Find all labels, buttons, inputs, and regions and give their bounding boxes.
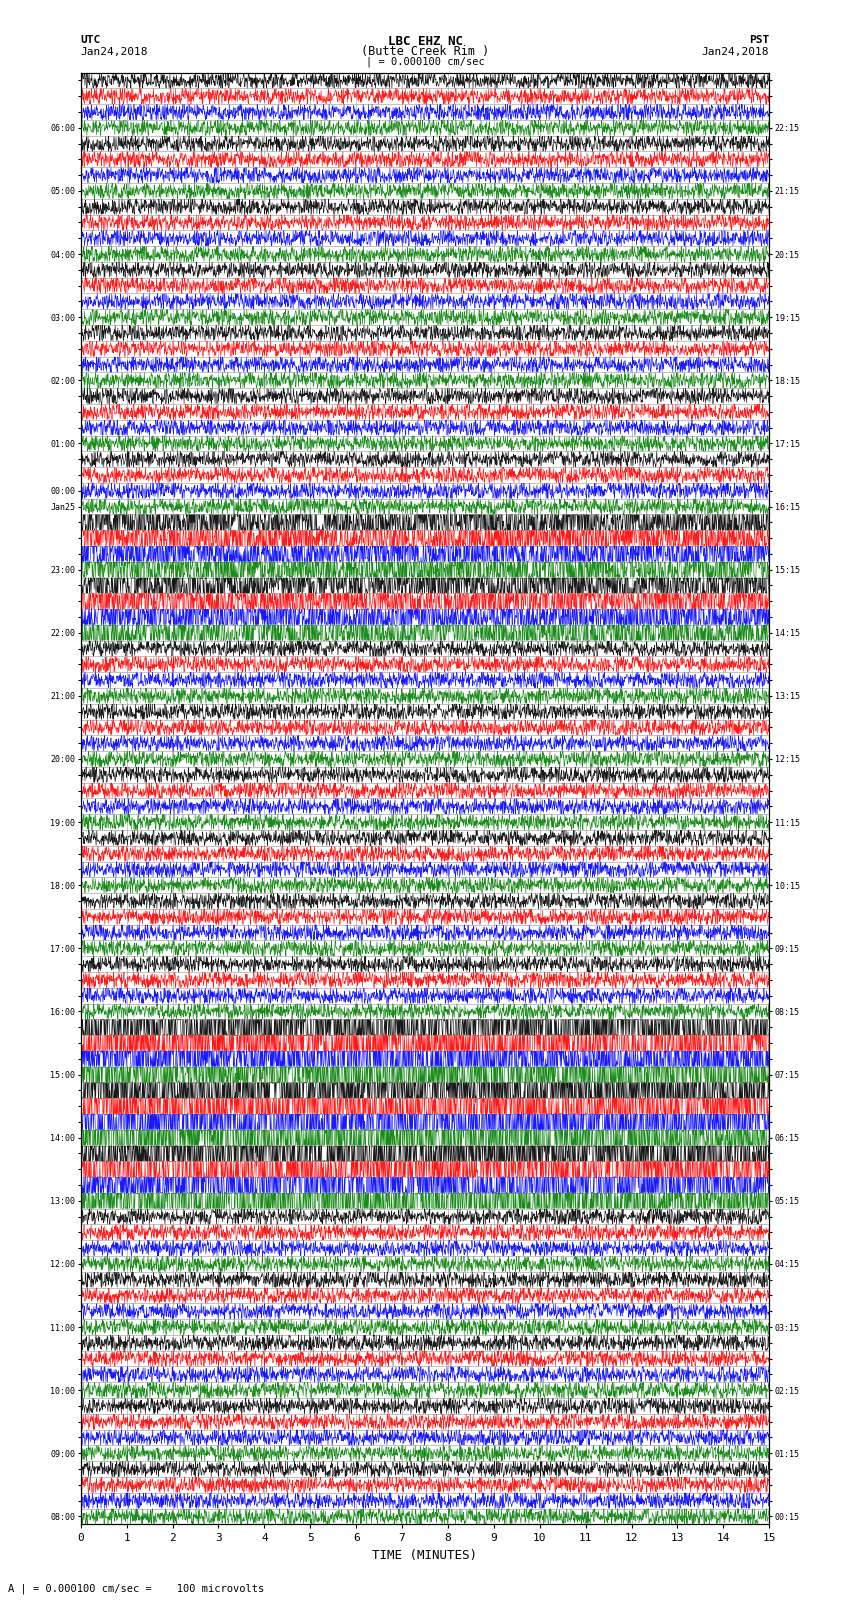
Text: | = 0.000100 cm/sec: | = 0.000100 cm/sec	[366, 56, 484, 68]
X-axis label: TIME (MINUTES): TIME (MINUTES)	[372, 1548, 478, 1561]
Text: UTC: UTC	[81, 35, 101, 45]
Text: Jan24,2018: Jan24,2018	[81, 47, 148, 56]
Text: Jan24,2018: Jan24,2018	[702, 47, 769, 56]
Text: (Butte Creek Rim ): (Butte Creek Rim )	[361, 45, 489, 58]
Text: PST: PST	[749, 35, 769, 45]
Text: A | = 0.000100 cm/sec =    100 microvolts: A | = 0.000100 cm/sec = 100 microvolts	[8, 1582, 264, 1594]
Text: LBC EHZ NC: LBC EHZ NC	[388, 35, 462, 48]
